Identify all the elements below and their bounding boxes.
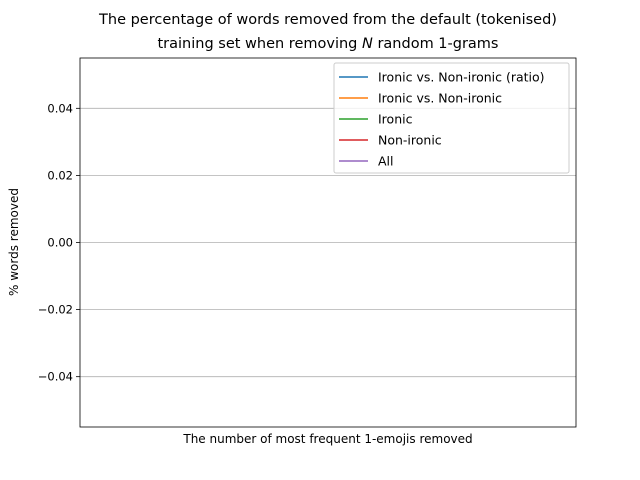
y-axis-ticks: 0.04 0.02 0.00 −0.02 −0.04 [38,101,80,384]
chart-title-line2: training set when removing N random 1-gr… [157,36,498,52]
y-tick-label: 0.00 [47,236,73,250]
legend: Ironic vs. Non-ironic (ratio) Ironic vs. … [333,62,570,174]
x-axis-label: The number of most frequent 1-emojis rem… [182,432,472,446]
legend-entry-label: Ironic [378,112,413,127]
legend-entry-label: Non-ironic [378,133,442,148]
legend-entry-label: Ironic vs. Non-ironic [378,91,502,106]
chart-title-post: random 1-grams [373,36,499,52]
y-tick-label: −0.02 [38,303,73,317]
legend-frame [333,62,570,174]
y-tick-label: 0.04 [47,101,73,115]
chart-title-var: N [362,36,373,52]
y-tick-label: 0.02 [47,168,73,182]
legend-entry-label: All [378,154,394,169]
y-axis-label: % words removed [7,188,21,296]
chart-title-line1: The percentage of words removed from the… [98,12,557,28]
chart-title-pre: training set when removing [157,36,362,52]
legend-entry-label: Ironic vs. Non-ironic (ratio) [378,70,545,85]
y-tick-label: −0.04 [38,370,73,384]
